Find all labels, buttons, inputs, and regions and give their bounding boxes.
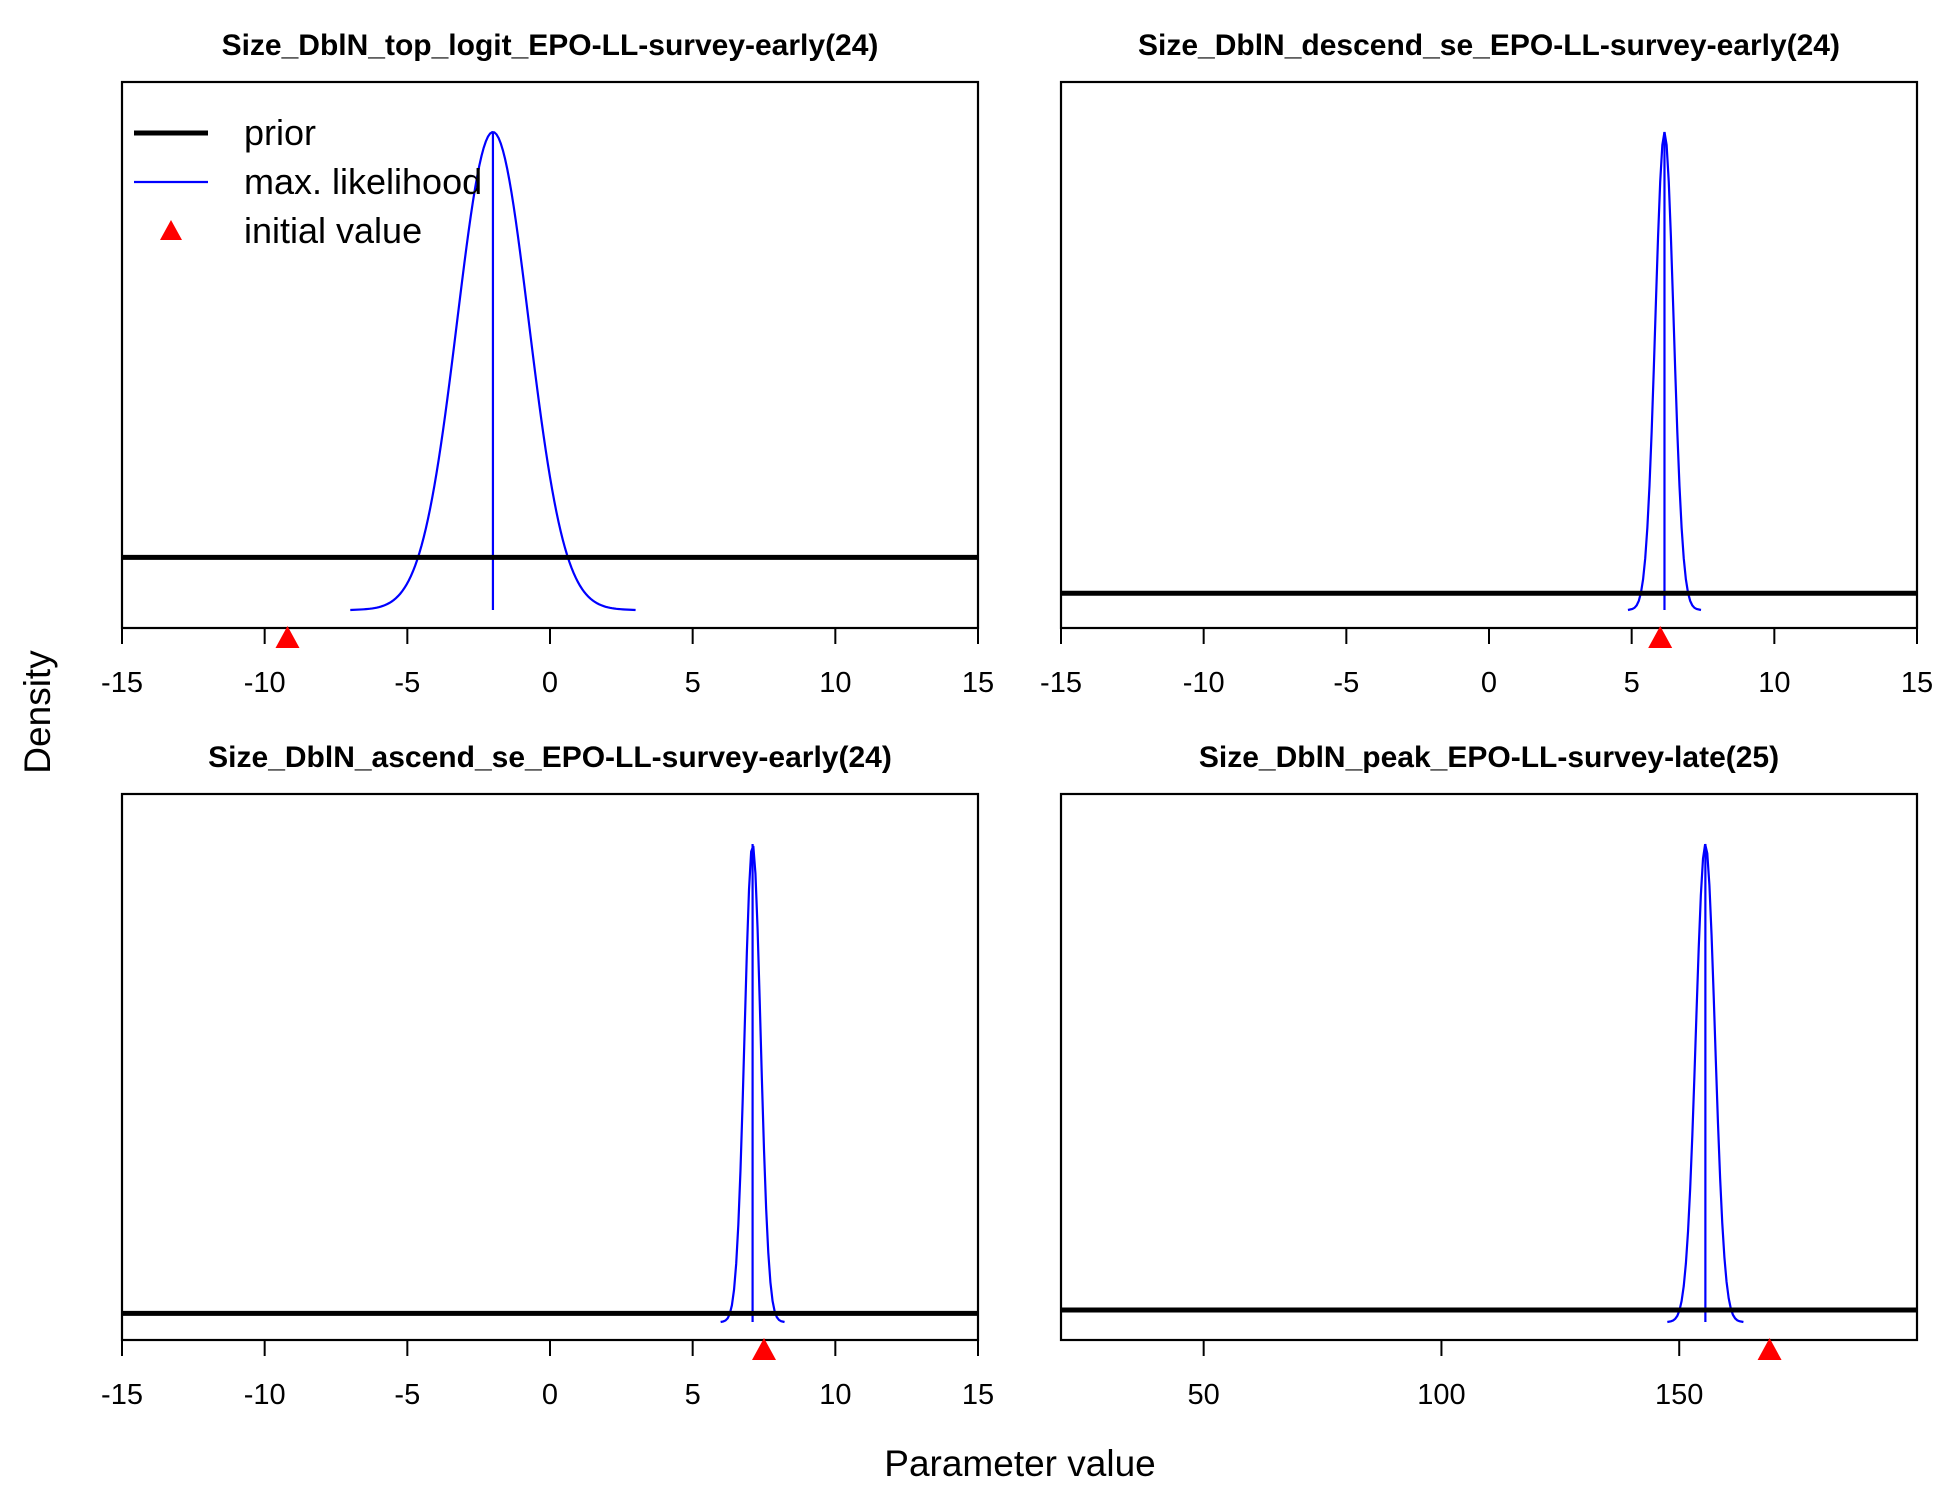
x-tick-label: 10	[1758, 667, 1790, 699]
x-tick-label: 50	[1188, 1379, 1220, 1411]
x-tick-label: -10	[1183, 667, 1225, 699]
x-tick-label: 0	[542, 667, 558, 699]
x-tick-label: -10	[244, 667, 286, 699]
x-tick-label: 15	[962, 667, 994, 699]
legend-initial-swatch	[160, 220, 182, 240]
x-tick-label: -5	[394, 1379, 420, 1411]
x-axis-title: Parameter value	[884, 1443, 1155, 1484]
initial-value-marker	[752, 1338, 776, 1360]
x-tick-label: 5	[1624, 667, 1640, 699]
x-tick-label: 10	[819, 1379, 851, 1411]
panel-2: Size_DblN_descend_se_EPO-LL-survey-early…	[1040, 29, 1933, 699]
plot-frame	[120, 792, 980, 1342]
panel-title: Size_DblN_top_logit_EPO-LL-survey-early(…	[222, 29, 879, 62]
x-tick-label: 5	[685, 1379, 701, 1411]
legend: prior max. likelihood initial value	[134, 112, 482, 251]
legend-label: initial value	[244, 210, 422, 251]
panel-1: Size_DblN_top_logit_EPO-LL-survey-early(…	[101, 29, 994, 699]
x-tick-label: -15	[1040, 667, 1082, 699]
panel-4: Size_DblN_peak_EPO-LL-survey-late(25) 50 1…	[1059, 741, 1919, 1411]
y-axis-title: Density	[17, 650, 58, 774]
panels: Size_DblN_top_logit_EPO-LL-survey-early(…	[101, 29, 1933, 1411]
panel-title: Size_DblN_peak_EPO-LL-survey-late(25)	[1199, 741, 1779, 774]
x-tick-label: -10	[244, 1379, 286, 1411]
x-tick-label: 15	[1901, 667, 1933, 699]
x-tick-label: 15	[962, 1379, 994, 1411]
x-tick-label: -5	[394, 667, 420, 699]
initial-value-marker	[1757, 1338, 1782, 1360]
x-tick-label: 150	[1655, 1379, 1703, 1411]
legend-label: prior	[244, 112, 316, 153]
legend-label: max. likelihood	[244, 161, 482, 202]
x-tick-label: -15	[101, 667, 143, 699]
initial-value-marker	[1648, 626, 1673, 648]
x-tick-label: -5	[1333, 667, 1359, 699]
x-tick-label: 0	[542, 1379, 558, 1411]
panel-3: Size_DblN_ascend_se_EPO-LL-survey-early(…	[101, 741, 994, 1411]
x-tick-label: 100	[1417, 1379, 1465, 1411]
x-tick-label: 5	[685, 667, 701, 699]
panel-title: Size_DblN_ascend_se_EPO-LL-survey-early(…	[208, 741, 892, 774]
x-tick-label: -15	[101, 1379, 143, 1411]
panel-title: Size_DblN_descend_se_EPO-LL-survey-early…	[1138, 29, 1840, 62]
x-tick-label: 10	[819, 667, 851, 699]
x-tick-label: 0	[1481, 667, 1497, 699]
plot-frame	[1059, 792, 1919, 1342]
initial-value-marker	[275, 626, 300, 648]
plot-frame	[1059, 80, 1919, 630]
